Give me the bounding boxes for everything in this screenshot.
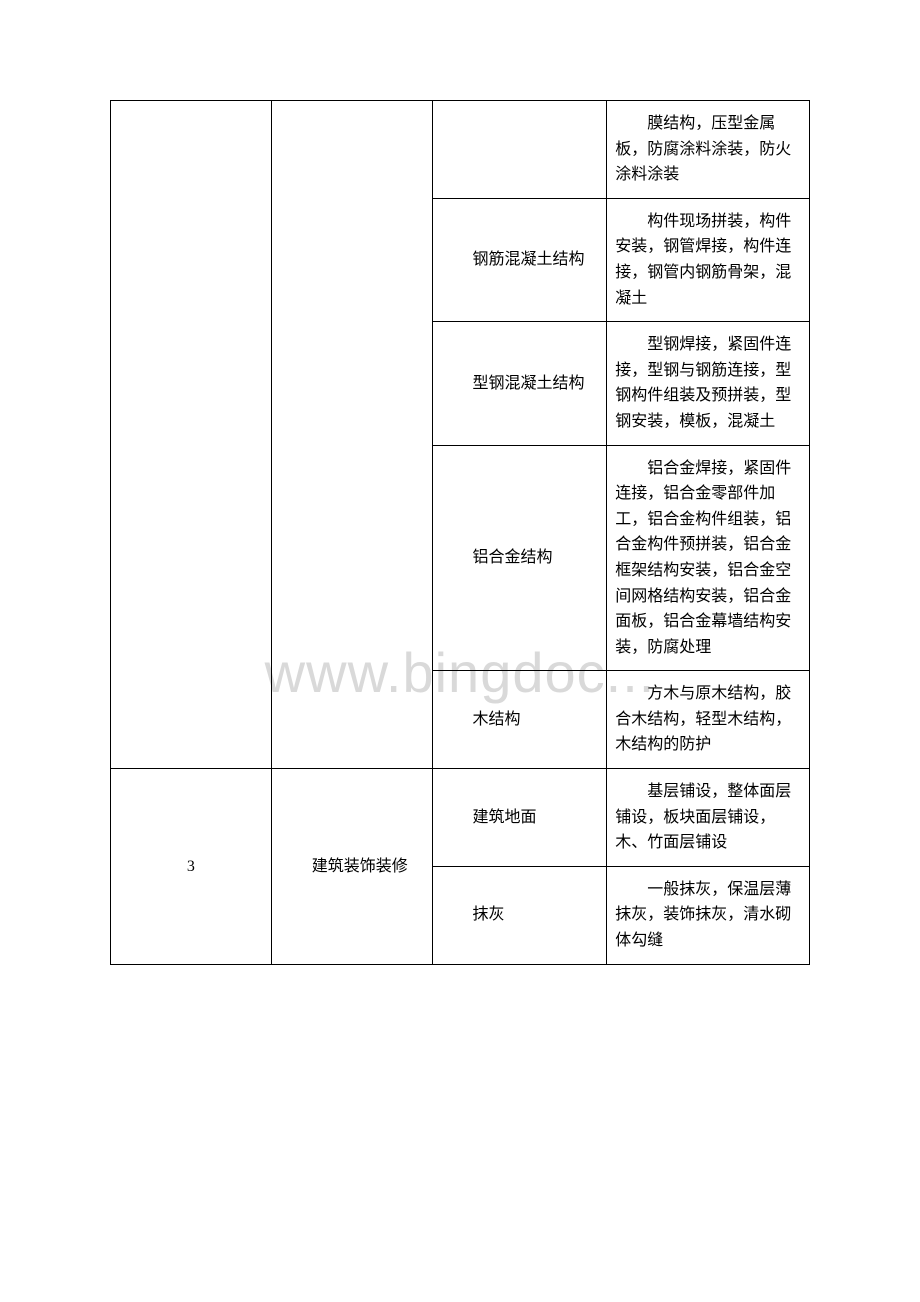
- cell-col3-r5: 建筑地面: [432, 769, 607, 867]
- cell-col2-empty: [271, 101, 432, 769]
- data-table: 膜结构，压型金属板，防腐涂料涂装，防火涂料涂装 钢筋混凝土结构 构件现场拼装，构…: [110, 100, 810, 965]
- cell-col4-r1: 构件现场拼装，构件安装，钢管焊接，构件连接，钢管内钢筋骨架，混凝土: [607, 198, 810, 321]
- cell-col3-r2: 型钢混凝土结构: [432, 322, 607, 445]
- cell-col4-r6: 一般抹灰，保温层薄抹灰，装饰抹灰，清水砌体勾缝: [607, 866, 810, 964]
- table-container: 膜结构，压型金属板，防腐涂料涂装，防火涂料涂装 钢筋混凝土结构 构件现场拼装，构…: [110, 100, 810, 965]
- cell-col3-r6: 抹灰: [432, 866, 607, 964]
- cell-col3-r4: 木结构: [432, 671, 607, 769]
- table-row: 膜结构，压型金属板，防腐涂料涂装，防火涂料涂装: [111, 101, 810, 199]
- cell-col3-r3: 铝合金结构: [432, 445, 607, 671]
- cell-col1-r5: 3: [111, 769, 272, 965]
- cell-col3-r0: [432, 101, 607, 199]
- cell-col4-r4: 方木与原木结构，胶合木结构，轻型木结构，木结构的防护: [607, 671, 810, 769]
- cell-col1-empty: [111, 101, 272, 769]
- table-row: 3 建筑装饰装修 建筑地面 基层铺设，整体面层铺设，板块面层铺设，木、竹面层铺设: [111, 769, 810, 867]
- cell-col4-r2: 型钢焊接，紧固件连接，型钢与钢筋连接，型钢构件组装及预拼装，型钢安装，模板，混凝…: [607, 322, 810, 445]
- cell-col3-r1: 钢筋混凝土结构: [432, 198, 607, 321]
- cell-col4-r5: 基层铺设，整体面层铺设，板块面层铺设，木、竹面层铺设: [607, 769, 810, 867]
- cell-col4-r3: 铝合金焊接，紧固件连接，铝合金零部件加工，铝合金构件组装，铝合金构件预拼装，铝合…: [607, 445, 810, 671]
- cell-col4-r0: 膜结构，压型金属板，防腐涂料涂装，防火涂料涂装: [607, 101, 810, 199]
- cell-col2-r5: 建筑装饰装修: [271, 769, 432, 965]
